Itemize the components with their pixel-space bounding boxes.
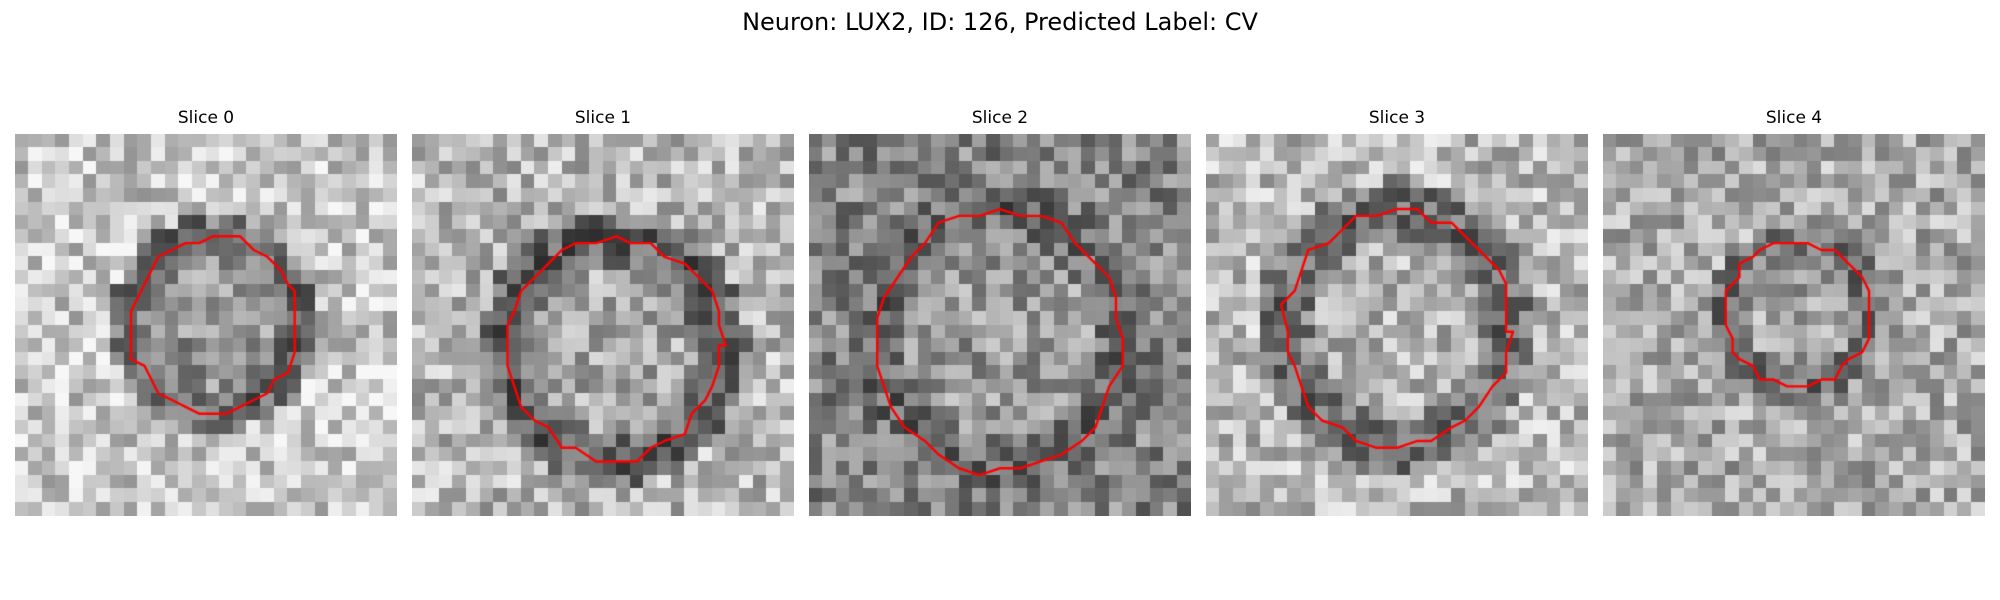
slice-panel-3: Slice 3 bbox=[1206, 108, 1588, 518]
slice-image-3 bbox=[1206, 134, 1588, 516]
slice-panel-0: Slice 0 bbox=[15, 108, 397, 518]
slice-title: Slice 4 bbox=[1765, 108, 1823, 128]
slice-panel-2: Slice 2 bbox=[809, 108, 1191, 518]
slice-title: Slice 0 bbox=[177, 108, 235, 128]
slice-image-4 bbox=[1603, 134, 1985, 516]
slice-title: Slice 2 bbox=[971, 108, 1029, 128]
slice-panel-4: Slice 4 bbox=[1603, 108, 1985, 518]
slice-title: Slice 3 bbox=[1368, 108, 1426, 128]
slice-title: Slice 1 bbox=[574, 108, 632, 128]
slice-panel-1: Slice 1 bbox=[412, 108, 794, 518]
slice-image-1 bbox=[412, 134, 794, 516]
figure-title: Neuron: LUX2, ID: 126, Predicted Label: … bbox=[742, 8, 1258, 36]
slice-image-2 bbox=[809, 134, 1191, 516]
slice-image-0 bbox=[15, 134, 397, 516]
